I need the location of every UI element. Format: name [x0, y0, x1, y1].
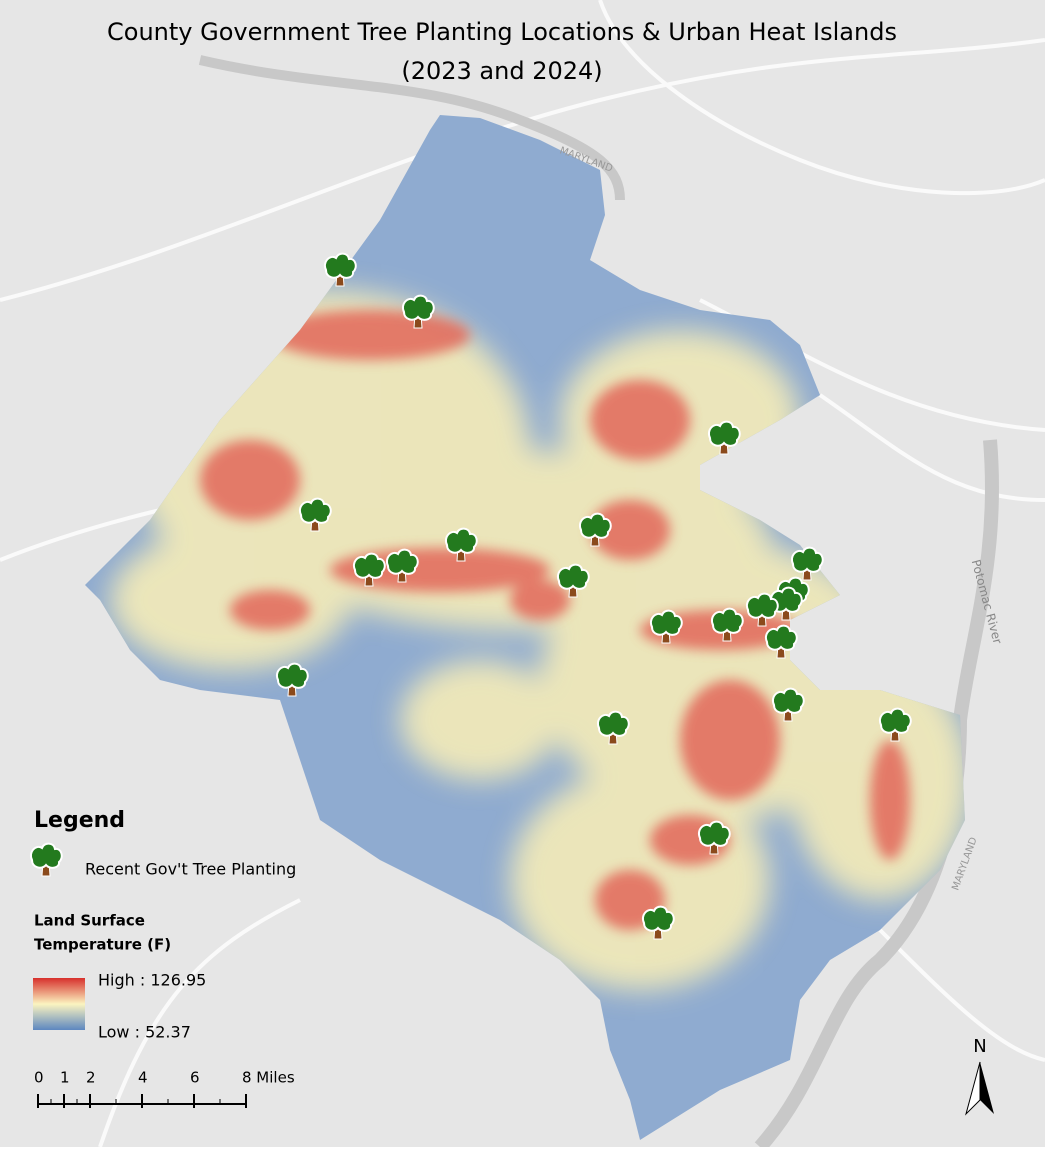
tree-icon — [708, 420, 741, 455]
tree-icon — [791, 546, 824, 581]
tree-crown — [276, 662, 309, 689]
tree-icon — [402, 294, 435, 329]
tree-crown — [579, 512, 612, 539]
tree-crown — [386, 548, 419, 575]
tree-crown — [597, 710, 630, 737]
title: County Government Tree Planting Location… — [107, 18, 897, 46]
tree-icon — [353, 552, 386, 587]
raster-title: Land Surface — [34, 912, 145, 930]
tree-icon — [711, 607, 744, 642]
scale-label: 8 Miles — [242, 1069, 295, 1087]
tree-icon — [642, 905, 675, 940]
tree-icon — [30, 842, 63, 877]
river — [198, 55, 625, 201]
tree-icon — [698, 820, 731, 855]
tree-crown — [402, 294, 435, 321]
tree-crown — [642, 905, 675, 932]
scale-label: 0 — [34, 1069, 44, 1087]
tree-icon — [324, 252, 357, 287]
tree-icon — [579, 512, 612, 547]
tree-crown — [324, 252, 357, 279]
scale-label: 2 — [86, 1069, 96, 1087]
tree-crown — [30, 842, 63, 869]
color-ramp — [33, 978, 85, 1030]
tree-icon — [772, 687, 805, 722]
north-label: N — [973, 1036, 986, 1057]
ramp-high: High : 126.95 — [98, 971, 206, 990]
tree-crown — [708, 420, 741, 447]
tree-crown — [879, 707, 912, 734]
legend-icon — [30, 842, 63, 877]
north-arrow — [980, 1062, 994, 1114]
tree-crown — [650, 609, 683, 636]
scale-label: 4 — [138, 1069, 148, 1087]
tree-crown — [698, 820, 731, 847]
tree-icon — [765, 624, 798, 659]
tree-icon — [276, 662, 309, 697]
tree-icon — [445, 527, 478, 562]
tree-icon — [299, 497, 332, 532]
title: (2023 and 2024) — [401, 57, 602, 85]
tree-crown — [353, 552, 386, 579]
tree-crown — [791, 546, 824, 573]
tree-markers — [276, 252, 912, 940]
tree-crown — [765, 624, 798, 651]
tree-icon — [879, 707, 912, 742]
tree-crown — [746, 592, 779, 619]
tree-icon — [557, 563, 590, 598]
tree-crown — [445, 527, 478, 554]
ramp-low: Low : 52.37 — [98, 1023, 191, 1042]
scale-label: 1 — [60, 1069, 70, 1087]
legend-item: Recent Gov't Tree Planting — [85, 860, 296, 879]
scale-label: 6 — [190, 1069, 200, 1087]
tree-icon — [597, 710, 630, 745]
tree-crown — [711, 607, 744, 634]
legend-title: Legend — [34, 808, 125, 833]
tree-crown — [772, 687, 805, 714]
raster-title: Temperature (F) — [34, 936, 171, 954]
tree-crown — [299, 497, 332, 524]
tree-icon — [650, 609, 683, 644]
tree-crown — [557, 563, 590, 590]
tree-icon — [746, 592, 779, 627]
tree-icon — [386, 548, 419, 583]
